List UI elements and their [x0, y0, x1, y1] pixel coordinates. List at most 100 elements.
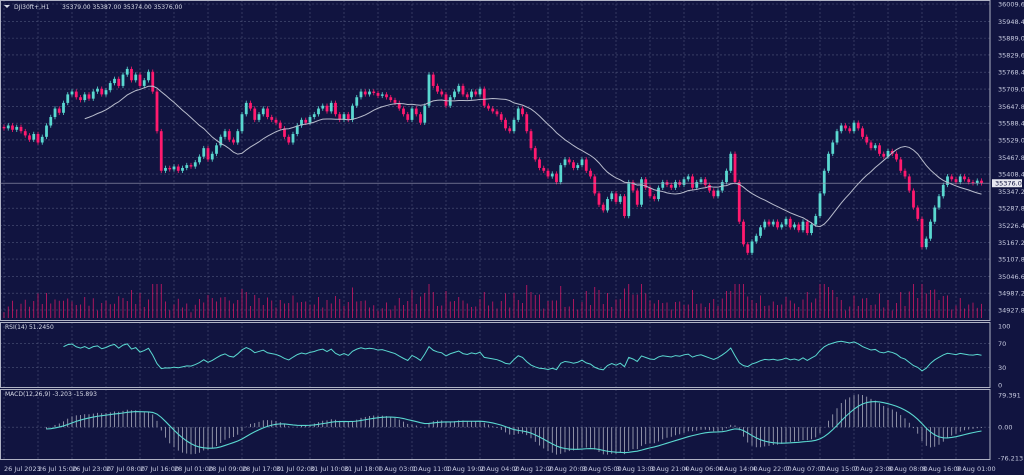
- candle-body: [91, 91, 95, 99]
- candle-body: [244, 102, 248, 115]
- candle-body: [270, 117, 274, 120]
- y-tick-label: 34927.80: [998, 307, 1024, 315]
- candle-body: [261, 108, 265, 115]
- collapse-triangle-icon[interactable]: [4, 5, 10, 8]
- x-tick-label: 27 Jul 16:00: [140, 465, 179, 473]
- candle-body: [873, 145, 877, 149]
- candle-body: [733, 153, 737, 183]
- x-tick-label: 26 Jul 2023: [4, 465, 41, 473]
- candle-body: [423, 105, 427, 123]
- candle-body: [2, 126, 6, 129]
- candle-body: [580, 159, 584, 166]
- candle-body: [589, 170, 592, 177]
- candle-body: [249, 102, 252, 109]
- candle-body: [521, 108, 524, 115]
- candle-body: [100, 88, 104, 95]
- y-tick-label: 35709.00: [998, 86, 1024, 94]
- candle-body: [453, 91, 456, 98]
- rsi-tick-label: 0: [998, 382, 1002, 390]
- candle-body: [703, 179, 707, 185]
- candle-body: [15, 126, 19, 130]
- ohlc-readout: 35379.00 35387.00 35374.00 35376.00: [62, 4, 182, 11]
- x-tick-label: 4 Aug 14:00: [718, 465, 758, 473]
- x-tick-label: 26 Jul 15:00: [38, 465, 77, 473]
- panel-frame: [0, 0, 991, 321]
- candle-body: [946, 176, 949, 185]
- y-tick-label: 35889.00: [998, 35, 1024, 43]
- candle-body: [176, 166, 180, 171]
- candle-body: [74, 91, 78, 98]
- candle-body: [916, 207, 920, 219]
- candle-body: [155, 91, 159, 132]
- candle-body: [793, 224, 796, 228]
- candle-body: [754, 235, 758, 242]
- candle-body: [601, 204, 605, 211]
- candle-body: [232, 139, 235, 143]
- candle-body: [402, 108, 405, 115]
- candle-body: [542, 167, 546, 171]
- candle-body: [57, 108, 61, 113]
- moving-average-line: [84, 85, 982, 228]
- candle-body: [470, 91, 473, 98]
- candle-body: [831, 142, 835, 154]
- candle-body: [329, 102, 333, 112]
- y-tick-label: 35167.20: [998, 239, 1024, 247]
- candle-body: [958, 176, 962, 183]
- candle-body: [380, 94, 384, 96]
- candle-body: [66, 94, 70, 103]
- candle-body: [351, 105, 354, 120]
- candle-body: [895, 153, 898, 160]
- candle-body: [669, 184, 673, 188]
- candle-body: [618, 196, 622, 202]
- candle-body: [606, 199, 609, 211]
- candle-body: [227, 131, 231, 140]
- macd-panel[interactable]: [0, 394, 990, 455]
- x-tick-label: 1 Aug 03:00: [378, 465, 418, 473]
- candle-body: [856, 122, 860, 129]
- candle-body: [436, 85, 439, 92]
- candle-body: [924, 238, 928, 248]
- candle-body: [597, 193, 601, 205]
- candle-body: [559, 165, 563, 183]
- candle-body: [567, 159, 571, 163]
- candle-body: [274, 119, 278, 123]
- candle-body: [457, 85, 461, 92]
- candle-body: [376, 92, 380, 96]
- candle-body: [533, 148, 537, 160]
- current-price-label: 35376.00: [995, 180, 1024, 188]
- candle-body: [550, 173, 554, 177]
- candle-body: [980, 180, 983, 184]
- x-tick-label: 8 Aug 08:00: [888, 465, 928, 473]
- candle-body: [716, 190, 720, 197]
- candle-body: [512, 119, 516, 132]
- rsi-panel[interactable]: [0, 340, 990, 372]
- current-price-tag: [992, 179, 1022, 188]
- candle-body: [899, 159, 903, 171]
- candle-body: [848, 128, 852, 132]
- y-tick-label: 35829.60: [998, 51, 1024, 59]
- candle-body: [49, 117, 53, 126]
- candle-body: [28, 135, 31, 140]
- candles[interactable]: [2, 66, 983, 256]
- candle-body: [317, 108, 320, 115]
- candle-body: [444, 94, 448, 106]
- candle-body: [674, 182, 677, 188]
- panel-frame: [0, 322, 991, 388]
- candle-body: [142, 80, 146, 86]
- candle-body: [414, 108, 418, 115]
- candle-body: [491, 108, 495, 112]
- candle-body: [903, 170, 907, 177]
- panel-frame: [0, 389, 991, 460]
- candle-body: [440, 91, 444, 95]
- candle-body: [19, 126, 23, 132]
- x-tick-label: 4 Aug 06:00: [684, 465, 724, 473]
- candle-body: [121, 74, 125, 86]
- candle-body: [729, 153, 733, 171]
- rsi-tick-label: 70: [998, 340, 1006, 348]
- x-tick-label: 7 Aug 07:00: [786, 465, 826, 473]
- candle-body: [886, 150, 890, 157]
- candle-body: [771, 221, 775, 225]
- x-tick-label: 3 Aug 21:00: [650, 465, 690, 473]
- candle-body: [516, 108, 520, 120]
